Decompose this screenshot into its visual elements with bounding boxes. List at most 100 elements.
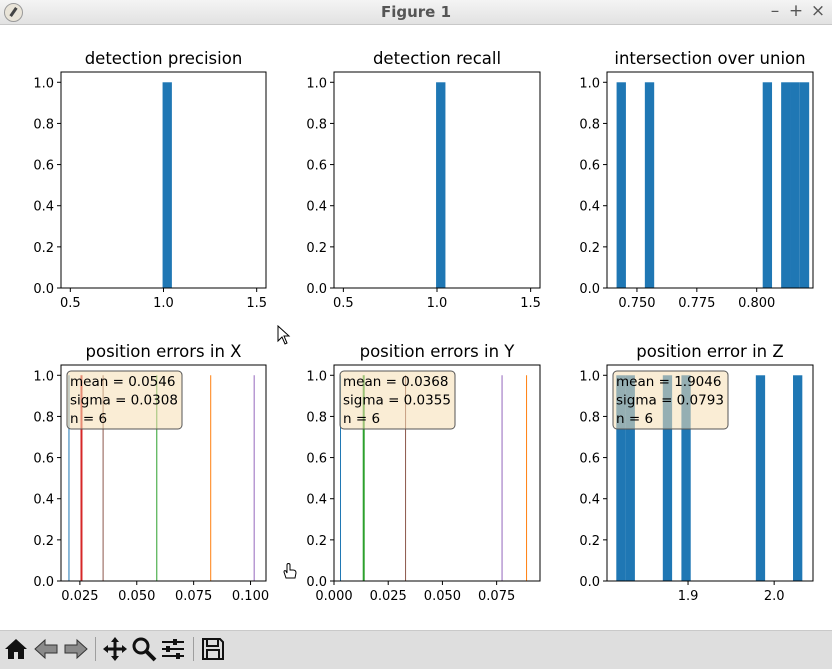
forward-icon [64,638,88,660]
stats-n-label: n = 6 [343,411,380,427]
y-tick-label: 1.0 [306,76,327,91]
stats-sigma-prefix: sigma = [70,393,131,409]
bar-1 [616,375,626,581]
subplot-2: detection recall 0.0 0.2 0.4 0.6 0.8 1.0 0.5 1.0… [306,49,541,311]
configure-subplots-icon [162,639,184,659]
y-tick-label: 0.2 [579,534,600,549]
x-tick-label: 0.075 [478,589,515,604]
stats-sigma-value: 0.0355 [404,393,451,409]
stats-sigma-value: 0.0793 [677,393,724,409]
y-tick-label: 0.6 [579,159,600,174]
chart-title: detection precision [85,49,243,68]
hand-cursor-icon [283,562,297,579]
y-tick-label: 0.2 [306,241,327,256]
back-button[interactable] [32,635,60,663]
y-tick-label: 0.4 [579,200,600,215]
stats-n-value: 6 [644,411,653,427]
forward-button[interactable] [62,635,90,663]
bar-6 [799,82,810,289]
save-button[interactable] [199,635,227,663]
stats-n-value: 6 [98,411,107,427]
pan-icon [103,637,127,661]
bar-1 [162,82,172,289]
stats-mean-prefix: mean = [70,374,128,390]
stats-mean-value: 0.0546 [128,374,175,390]
x-tick-label: 0.000 [315,589,352,604]
zoom-button[interactable] [130,635,158,663]
chart-title: position errors in X [86,342,242,361]
bar-3 [662,375,673,581]
y-tick-label: 0.4 [33,200,54,215]
figure-canvas[interactable]: detection precision 0.0 0.2 0.4 0.6 0.8 1.0 0.5… [0,25,832,630]
subplot-6: position error in Z 0.0 0.2 0.4 0.6 0.8 1.0 1.9… [579,342,814,604]
y-tick-label: 0.2 [33,534,54,549]
stats-sigma-prefix: sigma = [616,393,677,409]
stats-mean-label: mean = 1.9046 [616,374,721,390]
y-tick-label: 0.8 [306,410,327,425]
stats-box [339,370,456,430]
y-tick-label: 0.4 [33,493,54,508]
minimize-icon[interactable]: – [770,1,780,21]
stats-mean-prefix: mean = [616,374,674,390]
subplot-4: position errors in X 0.0 0.2 0.4 0.6 0.8 1.0 0.… [33,342,269,604]
back-icon [34,638,58,660]
x-tick-label: 1.5 [246,296,267,311]
axes-frame [333,364,541,582]
x-tick-label: 0.5 [60,296,81,311]
bar-2 [644,82,655,289]
y-tick-label: 0.6 [306,159,327,174]
stats-mean-prefix: mean = [343,374,401,390]
subplot-5: position errors in Y 0.0 0.2 0.4 0.6 0.8 1.0 0.… [306,342,541,604]
chart-title: position error in Z [636,342,783,361]
configure-subplots-button[interactable] [159,635,187,663]
x-tick-label: 2.0 [764,589,785,604]
axes-frame [606,71,814,289]
home-icon [5,639,27,659]
x-tick-label: 0.800 [738,296,775,311]
y-tick-label: 0.0 [579,575,600,590]
stats-n-label: n = 6 [70,411,107,427]
x-tick-label: 1.9 [678,589,699,604]
axes-frame [606,364,814,582]
stats-sigma-value: 0.0308 [131,393,178,409]
subplot-3: intersection over union 0.0 0.2 0.4 0.6 0.8 1.… [579,49,814,311]
stats-sigma-label: sigma = 0.0355 [343,393,451,409]
y-tick-label: 0.8 [306,117,327,132]
y-tick-label: 0.0 [579,282,600,297]
y-tick-label: 0.8 [579,410,600,425]
y-tick-label: 0.8 [33,117,54,132]
navigation-toolbar [0,630,832,669]
stats-box [612,370,729,430]
stats-sigma-label: sigma = 0.0308 [70,393,178,409]
bar-5 [790,82,800,289]
bar-4 [681,375,691,581]
bar-1 [616,82,626,289]
maximize-icon[interactable]: + [788,1,804,21]
stats-n-prefix: n = [616,411,644,427]
x-tick-label: 0.025 [370,589,407,604]
y-tick-label: 0.8 [579,117,600,132]
stats-n-label: n = 6 [616,411,653,427]
chart-title: position errors in Y [360,342,516,361]
y-tick-label: 0.2 [33,241,54,256]
axes-frame [60,364,267,582]
stats-n-value: 6 [371,411,380,427]
home-button[interactable] [2,635,30,663]
y-tick-label: 1.0 [33,76,54,91]
pan-button[interactable] [101,635,129,663]
x-tick-label: 0.775 [678,296,715,311]
app-icon [4,3,23,22]
y-tick-label: 0.2 [579,241,600,256]
mouse-pointer-icon [277,325,291,345]
x-tick-label: 0.750 [618,296,655,311]
x-tick-label: 0.5 [333,296,354,311]
close-icon[interactable]: × [810,1,826,21]
x-tick-label: 1.0 [153,296,174,311]
save-icon [202,638,224,660]
zoom-icon [132,637,157,662]
bar-4 [781,82,791,289]
stats-mean-value: 1.9046 [674,374,721,390]
y-tick-label: 1.0 [579,369,600,384]
stats-sigma-label: sigma = 0.0793 [616,393,724,409]
y-tick-label: 0.6 [306,452,327,467]
